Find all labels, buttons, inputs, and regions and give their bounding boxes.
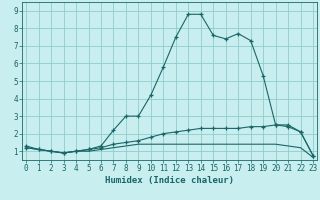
X-axis label: Humidex (Indice chaleur): Humidex (Indice chaleur) xyxy=(105,176,234,185)
